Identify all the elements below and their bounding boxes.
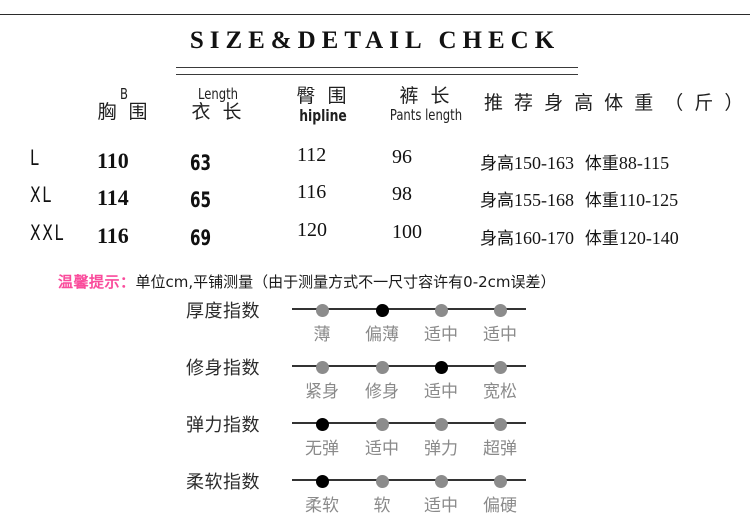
index-tick-label: 适中 [424,325,458,345]
top-divider [0,14,750,15]
table-header-rule-bottom [176,74,578,75]
index-tick-label: 适中 [424,382,458,402]
column-header-hipline-en: hipline [299,105,347,125]
index-tick-label: 偏硬 [483,496,517,516]
column-header-bust: B 胸 围 [78,86,170,123]
cell-size: XXL [30,221,65,245]
column-header-length-cn: 衣 长 [191,101,245,124]
cell-bust: 114 [97,185,129,210]
index-tick-label: 适中 [483,325,517,345]
index-tick-label: 适中 [365,439,399,459]
cell-recommendation: 身高155-168 体重110-125 [480,186,678,211]
recommend-separator [574,154,585,174]
index-dot[interactable] [315,360,329,374]
index-label: 柔软指数 [186,472,260,493]
index-label: 厚度指数 [186,301,260,322]
recommend-height-label: 身高 [480,154,514,174]
recommend-weight-label: 体重 [584,229,619,249]
column-header-pants-length: 裤 长 Pants length [378,86,474,123]
index-tick-label: 无弹 [305,439,339,459]
index-dot[interactable] [434,474,448,488]
recommend-separator [574,229,585,249]
index-dot-selected[interactable] [434,360,448,374]
cell-bust: 116 [97,223,129,248]
index-track[interactable] [292,308,526,310]
measurement-note-text: 单位cm,平铺测量（由于测量方式不一尺寸容许有0-2cm误差） [135,273,556,291]
index-track[interactable] [292,365,526,367]
recommend-height-value: 155-168 [514,190,574,210]
measurement-note-highlight: 温馨提示： [58,273,136,291]
cell-hipline: 116 [297,181,327,203]
recommend-weight-value: 110-125 [618,190,679,210]
index-dot[interactable] [375,417,389,431]
cell-pants: 96 [392,146,412,168]
recommend-separator [574,191,585,211]
index-tick-label: 偏薄 [365,325,399,345]
index-tick-label: 软 [373,496,391,516]
cell-bust: 110 [97,148,129,173]
index-track[interactable] [292,422,526,424]
recommend-height-value: 160-170 [514,228,574,248]
index-dot[interactable] [493,303,507,317]
index-dot[interactable] [434,303,448,317]
cell-recommendation: 身高160-170 体重120-140 [480,224,679,249]
index-dot[interactable] [315,303,329,317]
cell-recommendation: 身高150-163 体重88-115 [480,149,669,174]
cell-size: L [30,146,41,170]
recommend-weight-label: 体重 [584,191,619,211]
index-tick-label: 柔软 [305,496,339,516]
index-dot-selected[interactable] [375,303,389,317]
column-header-bust-cn: 胸 围 [97,101,151,124]
table-header-rule-top [176,67,578,68]
recommend-height-label: 身高 [480,229,514,249]
cell-hipline: 112 [297,144,327,166]
recommend-weight-value: 88-115 [618,153,670,173]
index-track[interactable] [292,479,526,481]
column-header-recommendation: 推 荐 身 高 体 重 （ 斤 ） [484,92,746,114]
cell-size: XL [30,183,53,207]
cell-length: 63 [190,151,212,175]
index-dot-selected[interactable] [315,417,329,431]
index-tick-label: 超弹 [483,439,517,459]
index-tick-label: 修身 [365,382,399,402]
recommend-height-value: 150-163 [514,153,574,173]
recommend-weight-value: 120-140 [618,228,679,248]
index-tick-label: 紧身 [305,382,339,402]
cell-length: 69 [190,226,212,250]
cell-length: 65 [190,188,212,212]
index-dot[interactable] [375,360,389,374]
measurement-note: 温馨提示：单位cm,平铺测量（由于测量方式不一尺寸容许有0-2cm误差） [58,271,556,292]
column-header-length: Length 衣 长 [172,86,264,123]
recommend-weight-label: 体重 [584,154,619,174]
column-header-bust-en: B [120,85,128,103]
column-header-pants-length-en: Pants length [389,105,463,124]
index-label: 弹力指数 [186,415,260,436]
index-dot[interactable] [434,417,448,431]
column-header-hipline: 臀 围 hipline [275,86,371,124]
column-header-length-en: Length [197,85,239,103]
cell-pants: 98 [392,183,412,205]
index-tick-label: 宽松 [483,382,517,402]
cell-pants: 100 [392,221,422,243]
index-label: 修身指数 [186,358,260,379]
index-dot[interactable] [493,417,507,431]
index-dot[interactable] [493,360,507,374]
index-tick-label: 弹力 [424,439,458,459]
column-header-hipline-cn: 臀 围 [296,85,350,107]
index-tick-label: 适中 [424,496,458,516]
cell-hipline: 120 [297,219,327,241]
index-tick-label: 薄 [313,325,331,345]
index-dot-selected[interactable] [315,474,329,488]
recommend-height-label: 身高 [480,191,514,211]
page-title: SIZE&DETAIL CHECK [189,27,561,54]
column-header-pants-length-cn: 裤 长 [399,85,453,107]
index-dot[interactable] [375,474,389,488]
index-dot[interactable] [493,474,507,488]
